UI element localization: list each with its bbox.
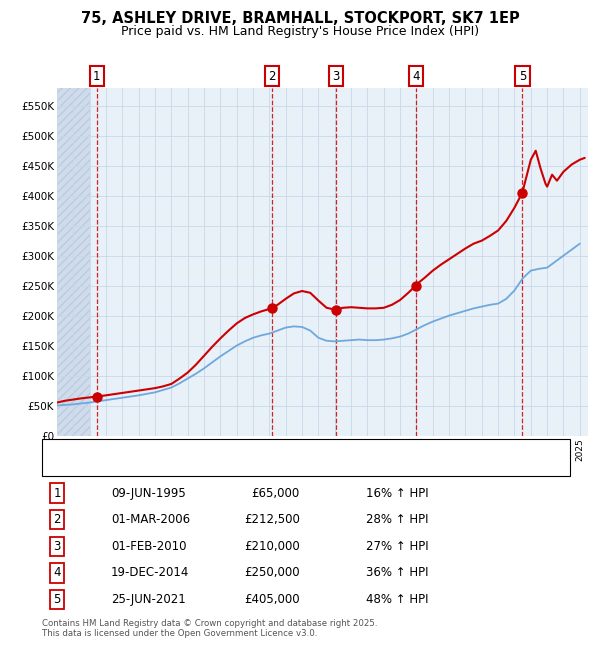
Text: 2: 2: [53, 514, 61, 526]
Text: 25-JUN-2021: 25-JUN-2021: [111, 593, 186, 606]
Text: 01-MAR-2006: 01-MAR-2006: [111, 514, 190, 526]
Text: 3: 3: [53, 540, 61, 552]
Text: £65,000: £65,000: [252, 486, 300, 499]
Text: 4: 4: [412, 70, 419, 83]
Text: 3: 3: [332, 70, 340, 83]
Text: £212,500: £212,500: [244, 514, 300, 526]
Bar: [57, 88, 89, 436]
Text: 19-DEC-2014: 19-DEC-2014: [111, 566, 190, 580]
Text: HPI: Average price, semi-detached house, Stockport: HPI: Average price, semi-detached house,…: [85, 460, 340, 471]
Text: 27% ↑ HPI: 27% ↑ HPI: [366, 540, 428, 552]
Text: 4: 4: [53, 566, 61, 580]
Text: 1: 1: [93, 70, 101, 83]
Text: 09-JUN-1995: 09-JUN-1995: [111, 486, 186, 499]
Text: 1: 1: [53, 486, 61, 499]
Text: £210,000: £210,000: [244, 540, 300, 552]
Text: £250,000: £250,000: [244, 566, 300, 580]
Text: 01-FEB-2010: 01-FEB-2010: [111, 540, 187, 552]
Text: 5: 5: [53, 593, 61, 606]
Text: Price paid vs. HM Land Registry's House Price Index (HPI): Price paid vs. HM Land Registry's House …: [121, 25, 479, 38]
Text: 36% ↑ HPI: 36% ↑ HPI: [366, 566, 428, 580]
Text: Contains HM Land Registry data © Crown copyright and database right 2025.
This d: Contains HM Land Registry data © Crown c…: [42, 619, 377, 638]
Text: 28% ↑ HPI: 28% ↑ HPI: [366, 514, 428, 526]
Text: 2: 2: [268, 70, 276, 83]
Text: £405,000: £405,000: [244, 593, 300, 606]
Text: 75, ASHLEY DRIVE, BRAMHALL, STOCKPORT, SK7 1EP: 75, ASHLEY DRIVE, BRAMHALL, STOCKPORT, S…: [80, 10, 520, 26]
Text: 48% ↑ HPI: 48% ↑ HPI: [366, 593, 428, 606]
Text: 5: 5: [518, 70, 526, 83]
Text: 75, ASHLEY DRIVE, BRAMHALL, STOCKPORT, SK7 1EP (semi-detached house): 75, ASHLEY DRIVE, BRAMHALL, STOCKPORT, S…: [85, 444, 461, 454]
Text: 16% ↑ HPI: 16% ↑ HPI: [366, 486, 428, 499]
